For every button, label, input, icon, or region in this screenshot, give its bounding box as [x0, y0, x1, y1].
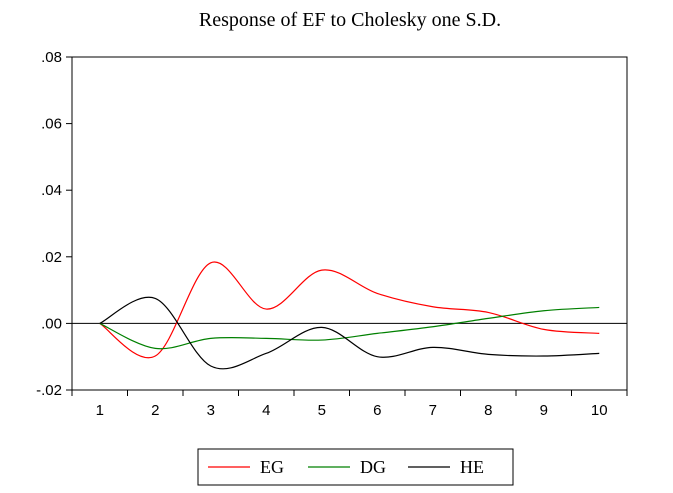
x-tick-label: 6	[373, 402, 381, 419]
series-line-eg	[99, 261, 600, 359]
chart-title: Response of EF to Cholesky one S.D.	[199, 9, 501, 31]
x-tick-label: 2	[151, 402, 159, 419]
x-tick-label: 10	[591, 402, 608, 419]
x-tick-label: 1	[96, 402, 104, 419]
legend: EG DG HE	[197, 448, 514, 486]
legend-box	[197, 448, 514, 486]
y-tick-label: .06	[41, 116, 62, 133]
legend-label-he: HE	[460, 457, 484, 477]
plot-frame	[71, 56, 628, 391]
x-axis: 1 2 3 4 5 6 7 8 9 10	[71, 390, 628, 419]
x-tick-label: 3	[207, 402, 215, 419]
x-tick-label: 8	[484, 402, 492, 419]
legend-label-eg: EG	[260, 457, 284, 477]
x-tick-label: 9	[540, 402, 548, 419]
x-tick-label: 5	[318, 402, 326, 419]
y-tick-label: .08	[41, 49, 62, 66]
y-tick-label: .02	[41, 249, 62, 266]
x-tick-label: 7	[429, 402, 437, 419]
y-tick-label: -.02	[36, 382, 62, 399]
legend-label-dg: DG	[360, 457, 386, 477]
series-line-dg	[99, 306, 600, 350]
y-tick-label: .00	[41, 315, 62, 332]
y-tick-label: .04	[41, 182, 62, 199]
y-axis: -.02 .00 .02 .04 .06 .08	[36, 49, 72, 399]
series-line-he	[99, 296, 600, 370]
series-group	[99, 261, 600, 370]
x-tick-label: 4	[262, 402, 270, 419]
